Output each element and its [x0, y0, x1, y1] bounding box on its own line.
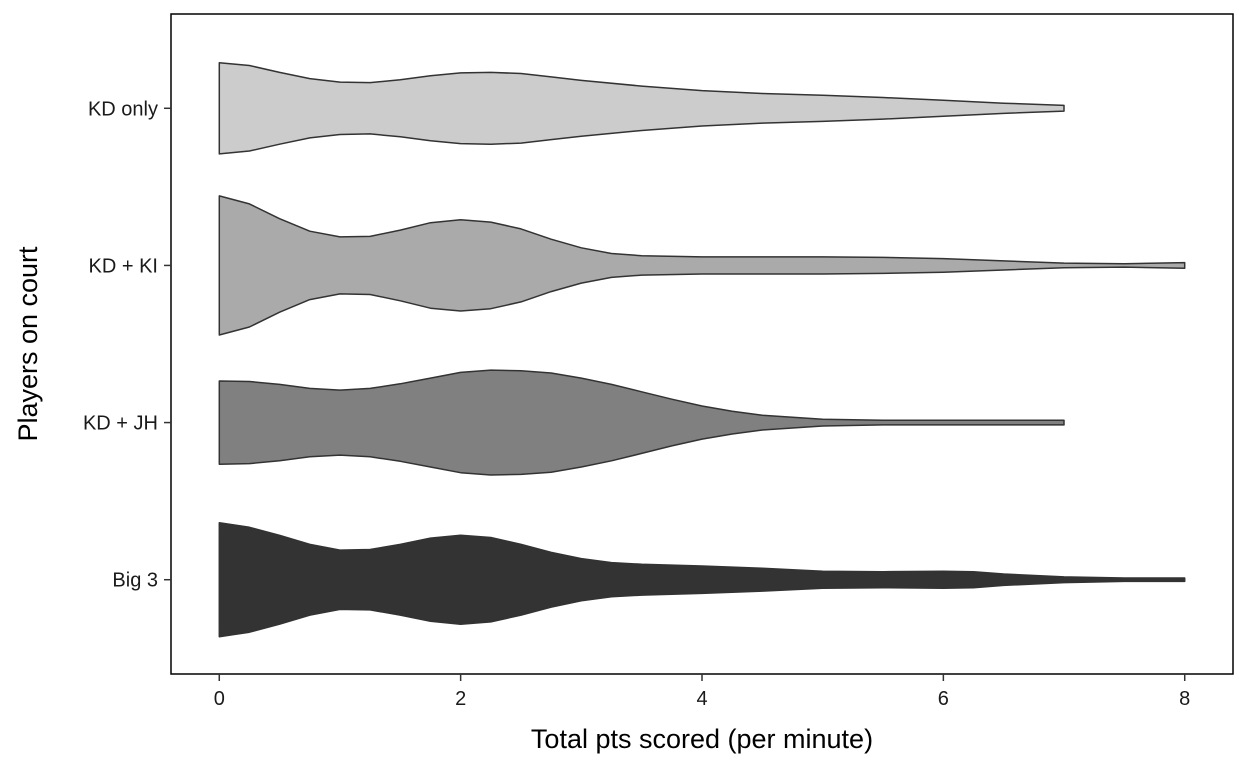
y-axis: Big 3 KD + JH KD + KI KD only [83, 98, 171, 592]
violin-big-3 [218, 521, 1186, 638]
y-tick-label: KD + JH [83, 413, 158, 435]
violin-layer [218, 61, 1186, 638]
x-axis: 0 2 4 6 8 [214, 674, 1190, 710]
x-tick-label: 0 [214, 688, 225, 710]
violin-kd-jh [218, 369, 1065, 476]
x-tick-label: 8 [1179, 688, 1190, 710]
x-tick-label: 4 [696, 688, 707, 710]
violin-kd-ki [218, 195, 1186, 336]
y-axis-title: Players on court [13, 246, 43, 442]
x-tick-label: 2 [455, 688, 466, 710]
violin-kd-only [218, 61, 1065, 155]
x-tick-label: 6 [938, 688, 949, 710]
y-tick-label: Big 3 [112, 570, 158, 592]
y-tick-label: KD + KI [89, 255, 158, 277]
x-axis-title: Total pts scored (per minute) [531, 724, 873, 754]
y-tick-label: KD only [88, 98, 158, 120]
